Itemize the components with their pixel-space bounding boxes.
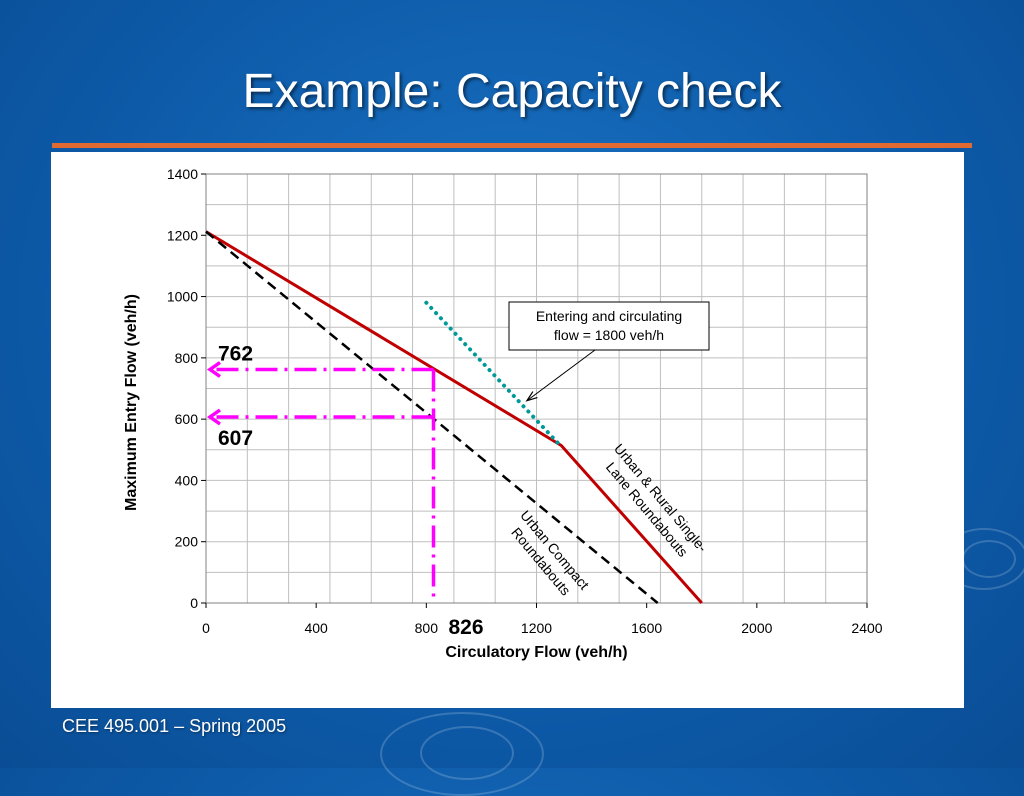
x-tick-label: 0 (202, 620, 210, 636)
slide-title: Example: Capacity check (242, 65, 782, 118)
x-tick-label: 2400 (851, 620, 882, 636)
callout-text: Entering and circulating (536, 308, 682, 324)
y-tick-label: 400 (175, 472, 199, 488)
x-tick-label: 1200 (521, 620, 552, 636)
guide-arrow-head (206, 408, 222, 426)
y-tick-label: 0 (190, 595, 198, 611)
y-tick-label: 200 (175, 534, 199, 550)
chart-panel: 0 400 800 1200 1600 2000 2400 0 200 400 600 800 1000… (51, 152, 964, 708)
x-tick-label: 2000 (741, 620, 772, 636)
y-tick-label: 1200 (167, 227, 198, 243)
y-tick-label: 600 (175, 411, 199, 427)
x-axis-title: Circulatory Flow (veh/h) (445, 644, 627, 661)
value-label-762: 762 (218, 343, 253, 366)
callout-text: flow = 1800 veh/h (554, 327, 664, 343)
y-tick-label: 1000 (167, 289, 198, 305)
x-tick-label: 800 (415, 620, 439, 636)
callout-arrow-head (525, 391, 538, 402)
callout-box (508, 301, 710, 351)
guide-arrow-head (206, 361, 222, 378)
single-lane-roundabout-line (205, 230, 703, 604)
capacity-chart: 0 400 800 1200 1600 2000 2400 0 200 400 600 800 1000… (123, 166, 883, 661)
y-tick-label: 1400 (167, 166, 198, 182)
value-label-826: 826 (448, 616, 483, 639)
y-axis-title: Maximum Entry Flow (veh/h) (123, 294, 140, 511)
ripple-decoration (420, 726, 514, 780)
footer-text: CEE 495.001 – Spring 2005 (62, 716, 287, 736)
callout-pointer (526, 349, 596, 402)
value-label-607: 607 (218, 427, 253, 450)
title-divider (52, 143, 972, 148)
x-tick-label: 400 (304, 620, 328, 636)
x-tick-label: 1600 (631, 620, 662, 636)
ripple-decoration (940, 528, 1024, 590)
y-tick-label: 800 (175, 350, 199, 366)
